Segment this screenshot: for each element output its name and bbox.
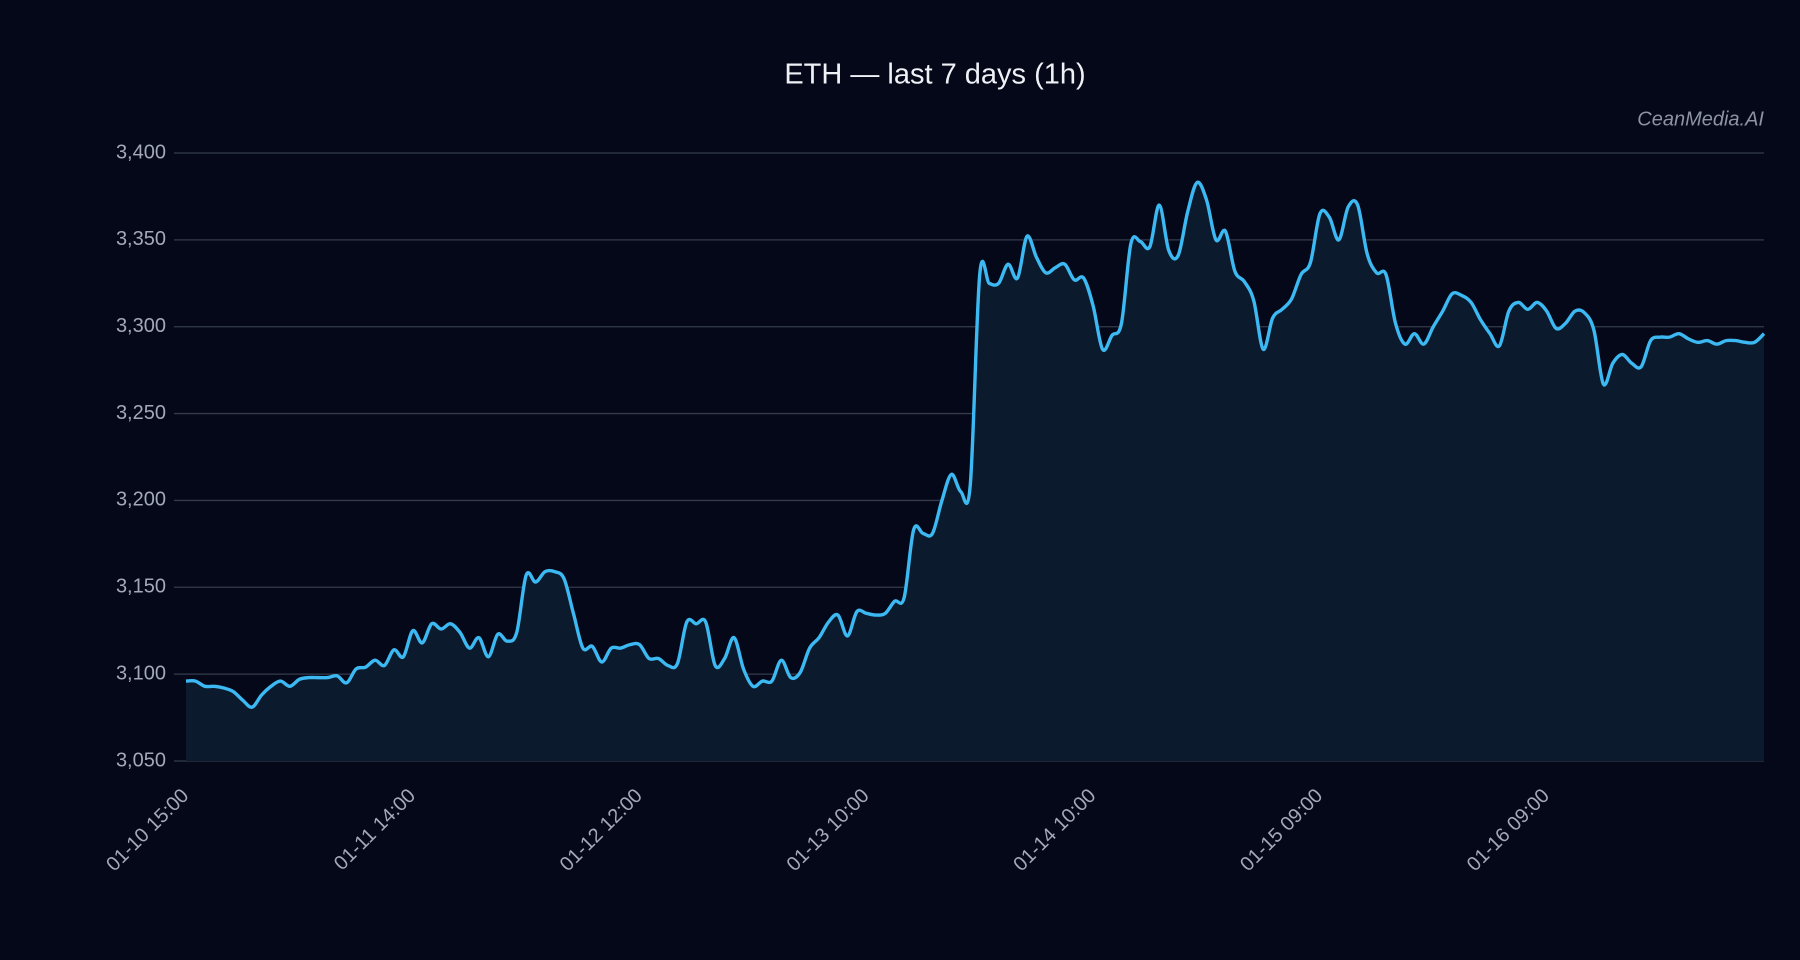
y-tick-label: 3,300 (116, 315, 166, 337)
chart-title: ETH — last 7 days (1h) (784, 59, 1085, 91)
y-tick-label: 3,150 (116, 576, 166, 598)
y-tick-label: 3,050 (116, 749, 166, 771)
y-tick-label: 3,350 (116, 228, 166, 250)
y-tick-label: 3,250 (116, 402, 166, 424)
area-fill (186, 182, 1764, 762)
watermark: CeanMedia.AI (1637, 108, 1764, 130)
y-tick-label: 3,400 (116, 141, 166, 163)
y-tick-label: 3,200 (116, 489, 166, 511)
price-line (185, 180, 1766, 709)
y-tick-label: 3,100 (116, 662, 166, 684)
